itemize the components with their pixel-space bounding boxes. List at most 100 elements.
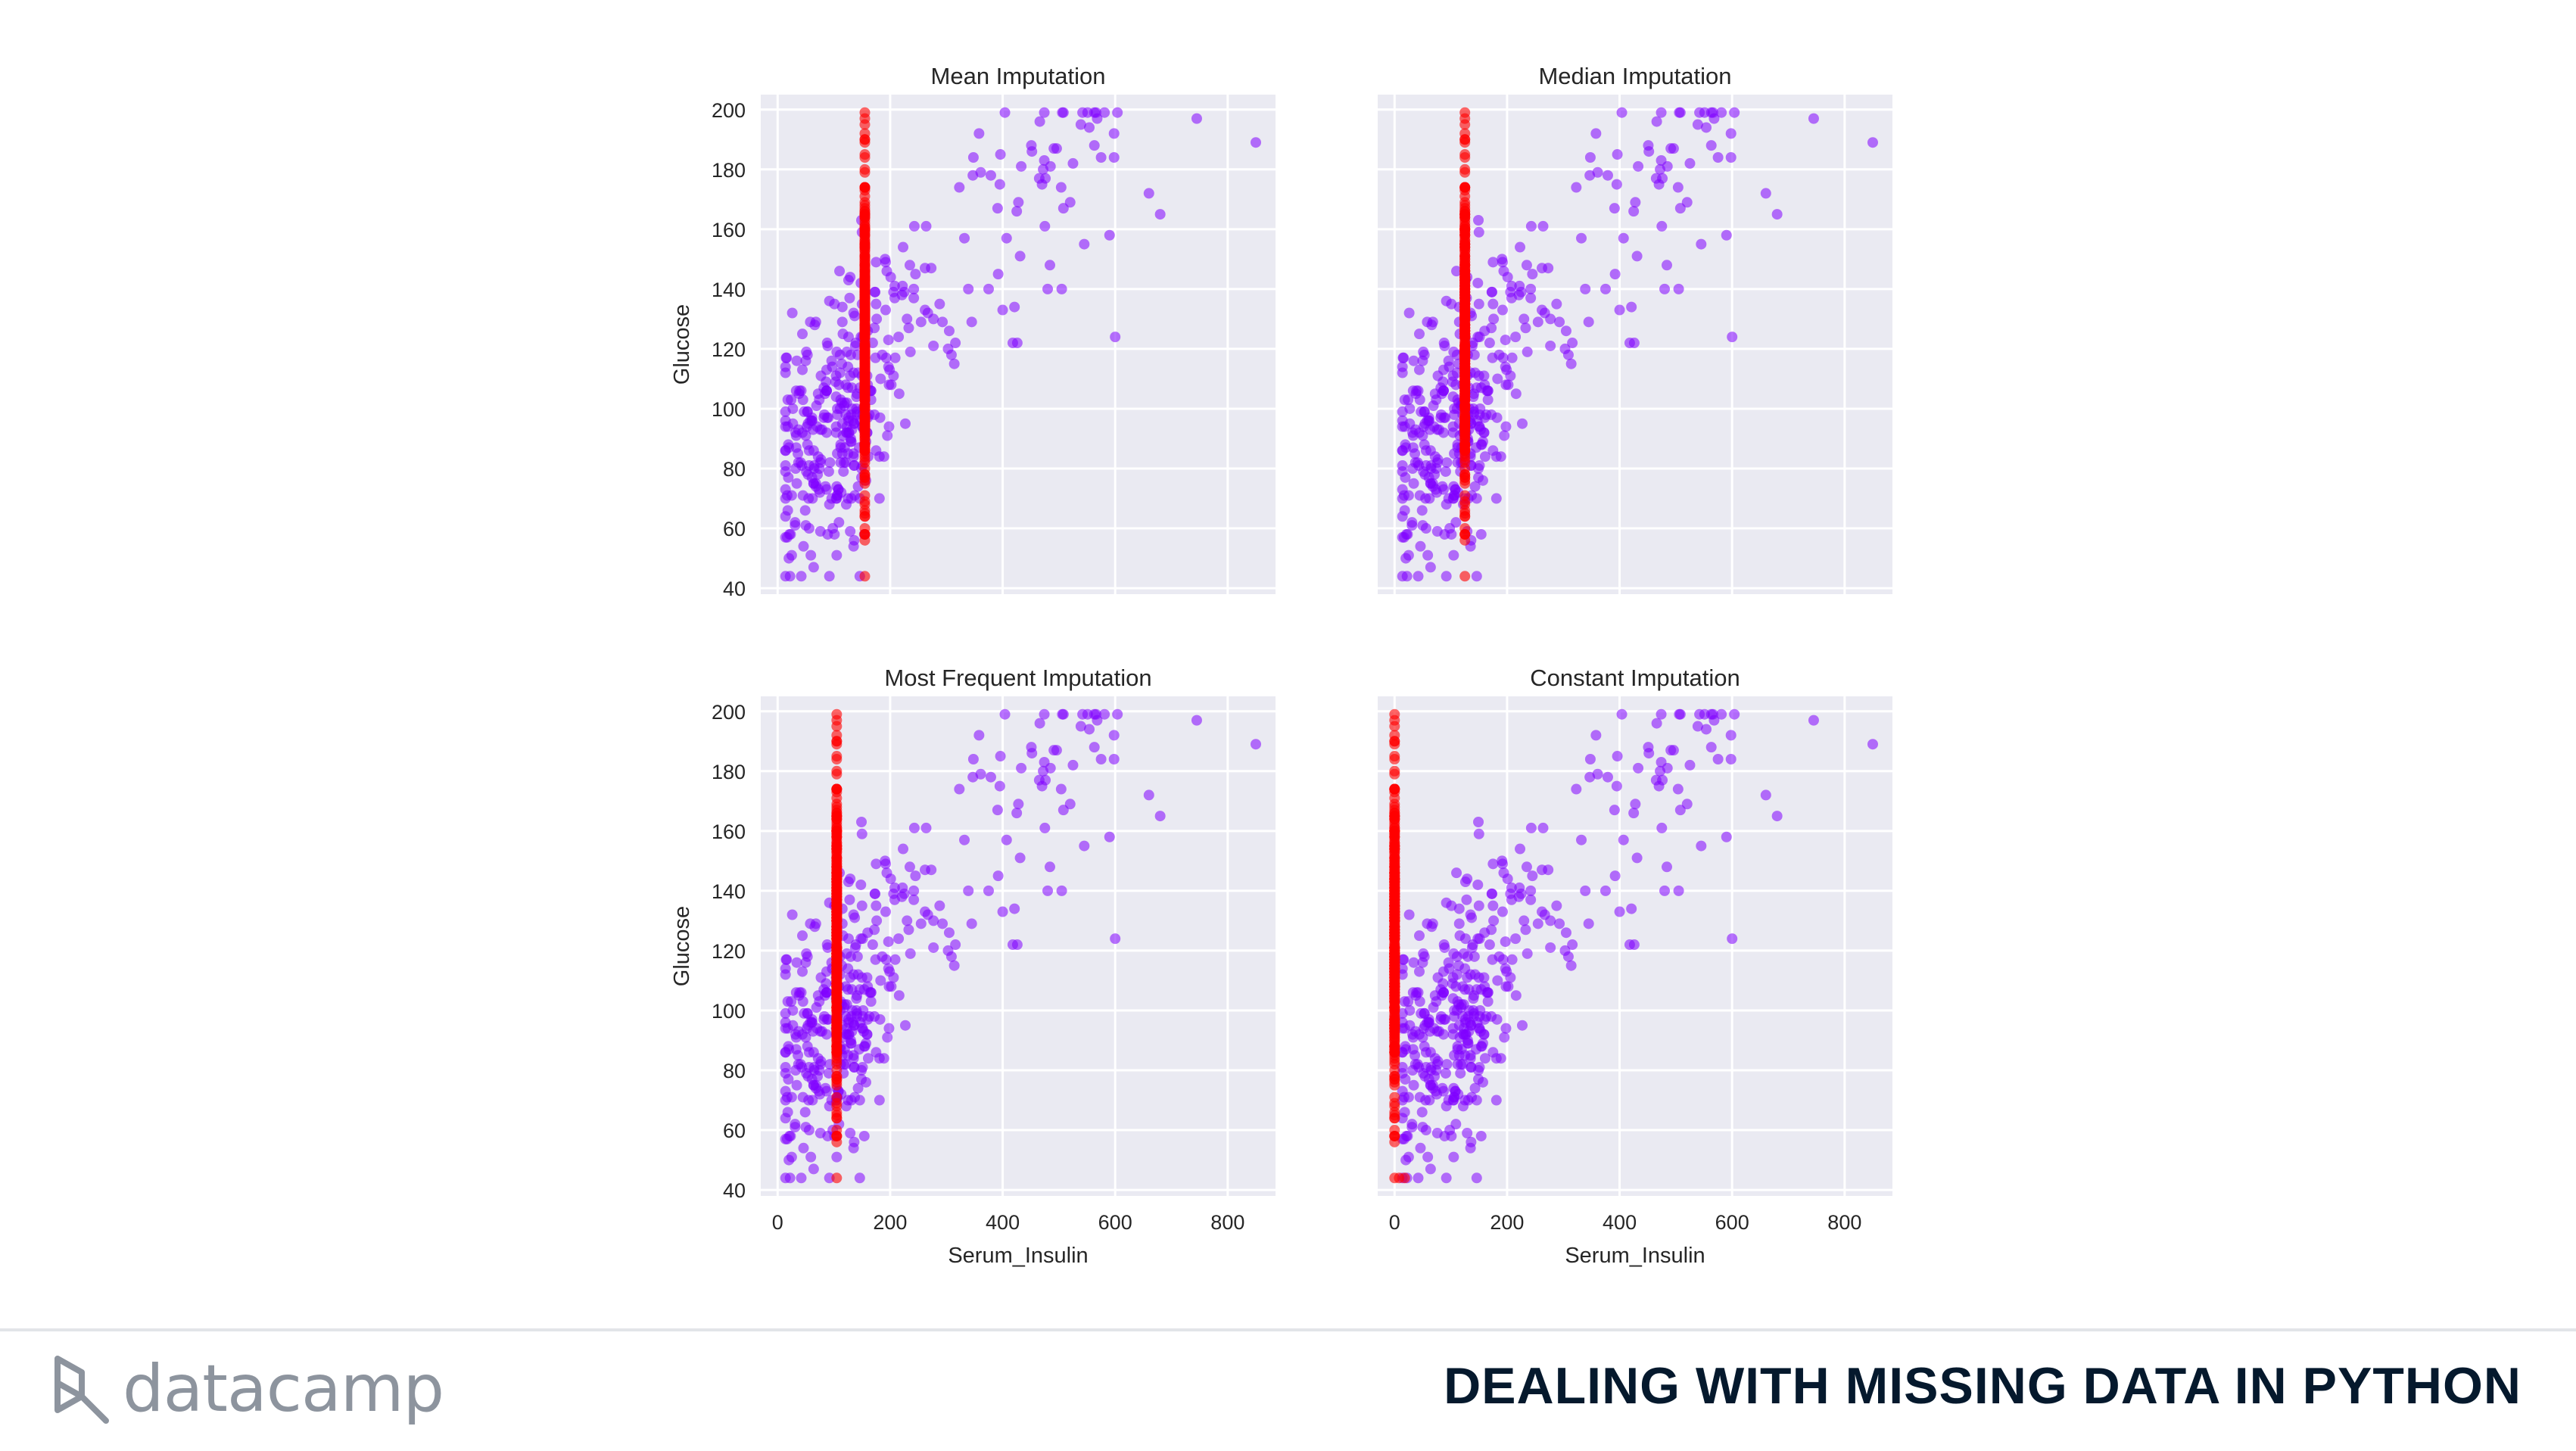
x-tick-label: 600 <box>1715 1211 1749 1234</box>
observed-point <box>1413 385 1424 397</box>
observed-point <box>880 304 891 316</box>
imputed-point <box>1389 1056 1400 1067</box>
observed-point <box>834 403 846 414</box>
imputed-point <box>859 376 871 388</box>
observed-point <box>1462 1128 1473 1139</box>
observed-point <box>831 550 843 561</box>
observed-point <box>871 257 882 268</box>
observed-point <box>1466 1062 1477 1073</box>
observed-point <box>1447 978 1458 989</box>
observed-point <box>871 858 882 870</box>
panel-title: Median Imputation <box>1538 63 1731 89</box>
observed-point <box>1516 418 1528 429</box>
observed-point <box>1084 724 1095 735</box>
observed-point <box>861 972 873 983</box>
observed-point <box>780 963 791 974</box>
observed-point <box>1631 852 1643 864</box>
observed-point <box>791 478 802 489</box>
observed-point <box>1007 939 1018 951</box>
observed-point <box>1482 996 1494 1007</box>
observed-point <box>1611 179 1622 190</box>
observed-point <box>871 915 883 926</box>
observed-point <box>1471 1172 1482 1184</box>
scatter-panel-4: Constant Imputation 0 200 400 600 800 Serum_In… <box>1378 665 1892 1268</box>
observed-point <box>1408 355 1419 366</box>
y-tick-label: 180 <box>712 761 746 783</box>
observed-point <box>1482 385 1494 397</box>
observed-point <box>1056 283 1067 294</box>
imputed-point <box>1389 930 1400 942</box>
observed-point <box>899 418 911 429</box>
observed-point <box>1408 1079 1419 1091</box>
observed-point <box>1036 179 1048 190</box>
observed-point <box>796 1062 808 1073</box>
observed-point <box>1013 197 1024 208</box>
observed-point <box>883 981 895 992</box>
observed-point <box>1438 364 1449 375</box>
observed-point <box>1584 753 1596 764</box>
observed-point <box>1400 553 1412 564</box>
observed-point <box>1712 753 1724 764</box>
observed-point <box>1481 409 1492 420</box>
observed-point <box>1420 1125 1431 1136</box>
observed-point <box>1099 107 1110 118</box>
observed-point <box>864 1010 875 1022</box>
observed-point <box>1701 122 1712 133</box>
observed-point <box>1725 753 1737 764</box>
observed-point <box>1055 783 1067 795</box>
observed-point <box>1420 523 1431 534</box>
observed-point <box>973 730 985 741</box>
observed-point <box>1462 1010 1474 1022</box>
y-tick-label: 60 <box>723 518 746 540</box>
observed-point <box>1466 942 1478 953</box>
observed-point <box>833 484 844 495</box>
observed-point <box>1532 316 1543 328</box>
observed-point <box>1450 517 1462 528</box>
y-tick-label: 200 <box>712 99 746 122</box>
observed-point <box>867 939 878 951</box>
observed-point <box>791 1079 802 1091</box>
observed-point <box>1438 484 1449 495</box>
observed-point <box>1521 260 1532 271</box>
observed-point <box>1510 933 1522 945</box>
observed-point <box>1075 119 1086 130</box>
observed-point <box>1007 338 1018 349</box>
observed-point <box>1609 805 1620 816</box>
observed-point <box>1484 338 1495 349</box>
observed-point <box>1659 283 1671 294</box>
observed-point <box>1425 1163 1436 1175</box>
observed-point <box>1618 834 1629 845</box>
imputed-point <box>1389 831 1400 842</box>
observed-point <box>799 1107 811 1118</box>
chart-figure: Mean Imputation 40 60 80 100 120 140 160 180 200 G… <box>670 63 1892 1268</box>
observed-point <box>793 1026 804 1037</box>
y-axis-label: Glucose <box>670 304 694 385</box>
observed-point <box>1612 751 1623 762</box>
observed-point <box>833 517 845 528</box>
observed-point <box>1450 1119 1462 1130</box>
observed-point <box>1438 966 1449 977</box>
observed-point <box>899 888 910 899</box>
observed-point <box>783 553 795 564</box>
observed-point <box>780 460 791 472</box>
observed-point <box>858 1041 870 1052</box>
imputed-point <box>859 149 871 160</box>
observed-point <box>1400 1154 1412 1166</box>
observed-point <box>1408 957 1419 968</box>
observed-point <box>1465 909 1476 920</box>
observed-point <box>790 517 801 528</box>
observed-point <box>870 352 881 363</box>
brand-logo[interactable]: datacamp <box>51 1344 444 1434</box>
observed-point <box>915 918 927 929</box>
imputed-point <box>1459 289 1471 300</box>
observed-point <box>903 322 914 334</box>
observed-point <box>1465 1053 1476 1064</box>
imputed-point <box>859 499 871 510</box>
y-tick-label: 120 <box>712 940 746 963</box>
x-tick-label: 400 <box>986 1211 1020 1234</box>
observed-point <box>812 451 824 462</box>
observed-point <box>1562 951 1574 962</box>
scatter-panel-1: Mean Imputation 40 60 80 100 120 140 160 180 200 G… <box>670 63 1276 600</box>
observed-point <box>883 421 895 432</box>
observed-point <box>902 915 913 926</box>
